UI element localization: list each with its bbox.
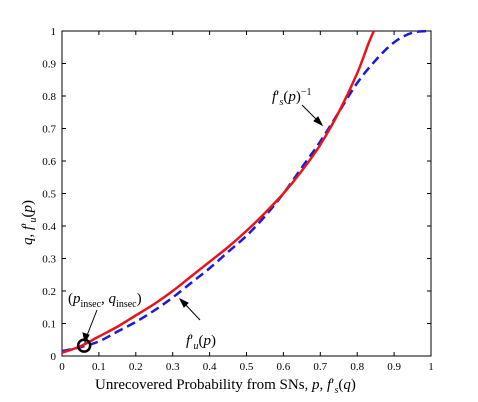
x-tick-label: 0.3 xyxy=(166,361,180,373)
annotation-arrows xyxy=(82,104,324,344)
x-tick-label: 0.1 xyxy=(92,361,106,373)
label-red-series: f′s(p)−1 xyxy=(272,87,312,108)
y-axis-label: q, f′u(p) xyxy=(20,200,39,245)
x-tick-label: 0.4 xyxy=(203,361,217,373)
x-tick-label: 0.9 xyxy=(387,361,401,373)
x-tick-label: 1 xyxy=(428,361,434,373)
x-tick-label: 0.7 xyxy=(313,361,327,373)
arrowhead-blue-label xyxy=(178,297,189,308)
arrowhead-insec-label xyxy=(82,332,90,344)
ticks: 0 0.1 0.2 0.3 0.4 0.5 0.6 0.7 0.8 0.9 1 0 0.1 0.2 0.3 0… xyxy=(42,26,434,373)
y-tick-label: 0.1 xyxy=(42,319,56,331)
label-blue-series: f′u(p) xyxy=(186,333,216,352)
y-tick-label: 0.6 xyxy=(42,156,56,168)
plot-frame xyxy=(61,30,432,357)
y-tick-label: 0.2 xyxy=(42,286,56,298)
y-tick-label: 1 xyxy=(51,26,57,38)
x-axis-label: Unrecovered Probability from SNs, p, f′s… xyxy=(95,377,356,396)
y-tick-label: 0.8 xyxy=(42,91,56,103)
y-tick-label: 0.3 xyxy=(42,254,56,266)
series-layer xyxy=(61,29,432,354)
arrowhead-red-label xyxy=(313,116,324,127)
y-tick-label: 0.5 xyxy=(42,189,56,201)
x-tick-label: 0.2 xyxy=(129,361,143,373)
series-red-line xyxy=(61,30,375,354)
x-tick-label: 0.6 xyxy=(277,361,291,373)
x-tick-label: 0 xyxy=(59,361,65,373)
y-tick-label: 0 xyxy=(51,351,57,363)
arrow-insec-label xyxy=(85,309,98,339)
x-tick-label: 0.8 xyxy=(350,361,364,373)
label-intersection: (pinsec, qinsec) xyxy=(68,291,142,310)
y-tick-label: 0.4 xyxy=(42,221,56,233)
y-tick-label: 0.7 xyxy=(42,124,56,136)
y-tick-label: 0.9 xyxy=(42,59,56,71)
x-tick-label: 0.5 xyxy=(240,361,254,373)
